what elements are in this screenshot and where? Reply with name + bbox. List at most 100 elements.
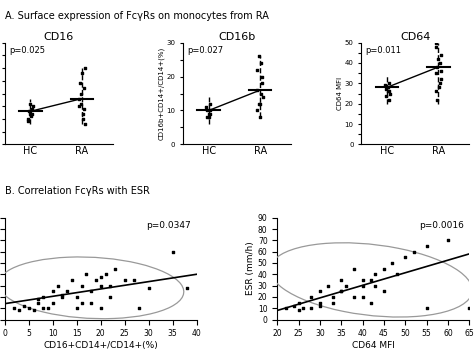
Point (79, 111, 86, 117)
Point (316, 300, 324, 305)
X-axis label: CD64 MFI: CD64 MFI (352, 341, 395, 350)
Point (39, 305, 47, 311)
Y-axis label: CD64 MFI: CD64 MFI (337, 77, 343, 110)
Point (437, 52, 445, 58)
Point (389, 260, 396, 266)
Point (207, 101, 214, 106)
Point (465, 305, 473, 311)
Point (291, 303, 298, 309)
Point (78, 283, 85, 288)
Point (82, 272, 90, 277)
Point (316, 288, 324, 294)
Point (257, 101, 264, 106)
Point (78, 70, 85, 76)
Point (75, 103, 83, 109)
Point (68, 277, 76, 283)
Point (35, 300, 42, 305)
Point (444, 237, 452, 243)
Point (39, 294, 47, 300)
Point (107, 283, 114, 288)
Point (259, 94, 267, 100)
Point (350, 266, 358, 272)
Point (367, 277, 375, 283)
Title: CD16: CD16 (44, 32, 74, 42)
Text: B. Correlation FcγRs with ESR: B. Correlation FcγRs with ESR (5, 186, 150, 196)
Text: p=0.025: p=0.025 (9, 46, 45, 55)
Point (295, 300, 302, 305)
Point (135, 305, 143, 311)
Point (437, 76, 445, 82)
Point (329, 294, 337, 300)
Point (79, 116, 87, 122)
Point (254, 67, 261, 72)
Point (77, 101, 85, 106)
Text: A. Surface expression of FcγRs on monocytes from RA: A. Surface expression of FcγRs on monocy… (5, 11, 269, 21)
Point (102, 272, 109, 277)
Point (385, 97, 393, 103)
Point (255, 101, 263, 106)
Point (80, 106, 88, 111)
Point (308, 294, 315, 300)
Point (316, 303, 324, 309)
Point (58, 294, 66, 300)
Point (28, 106, 36, 111)
Point (202, 104, 210, 110)
Text: p=0.027: p=0.027 (187, 46, 223, 55)
Point (27, 101, 34, 106)
Point (295, 308, 302, 313)
Point (433, 97, 441, 103)
Point (380, 288, 388, 294)
Point (64, 288, 71, 294)
X-axis label: CD16+CD14+/CD14+(%): CD16+CD14+/CD14+(%) (43, 341, 158, 350)
Point (205, 111, 213, 117)
Point (383, 93, 390, 98)
Point (337, 277, 345, 283)
Point (367, 300, 375, 305)
Point (97, 305, 104, 311)
Point (44, 305, 52, 311)
Point (35, 296, 42, 302)
Point (58, 292, 66, 297)
Point (259, 81, 266, 86)
Point (342, 283, 349, 288)
Title: CD64: CD64 (400, 32, 430, 42)
Point (282, 305, 290, 311)
Point (25, 305, 33, 311)
Point (254, 108, 261, 113)
Point (54, 283, 61, 288)
Text: p=0.011: p=0.011 (365, 46, 401, 55)
Point (20, 303, 27, 309)
Point (423, 305, 430, 311)
Point (436, 60, 444, 66)
Point (29, 103, 37, 109)
Point (385, 81, 393, 86)
Point (380, 266, 388, 272)
Point (434, 64, 441, 70)
Point (432, 70, 440, 76)
Point (87, 288, 95, 294)
Point (204, 114, 211, 120)
Point (329, 300, 337, 305)
Point (24, 119, 32, 124)
Point (169, 249, 176, 255)
Point (203, 108, 210, 113)
Point (206, 111, 213, 117)
Point (432, 89, 439, 94)
Point (256, 114, 264, 120)
Text: p=0.0347: p=0.0347 (146, 221, 191, 230)
Point (81, 86, 88, 91)
Point (257, 60, 265, 66)
Point (97, 283, 104, 288)
Point (255, 53, 263, 59)
Point (254, 87, 261, 93)
Point (325, 283, 332, 288)
Point (337, 288, 345, 294)
Point (436, 84, 443, 90)
Point (393, 272, 401, 277)
Point (437, 68, 445, 74)
Point (372, 272, 379, 277)
Point (206, 108, 213, 113)
Point (28, 111, 36, 117)
Point (423, 243, 430, 249)
Point (111, 266, 119, 272)
